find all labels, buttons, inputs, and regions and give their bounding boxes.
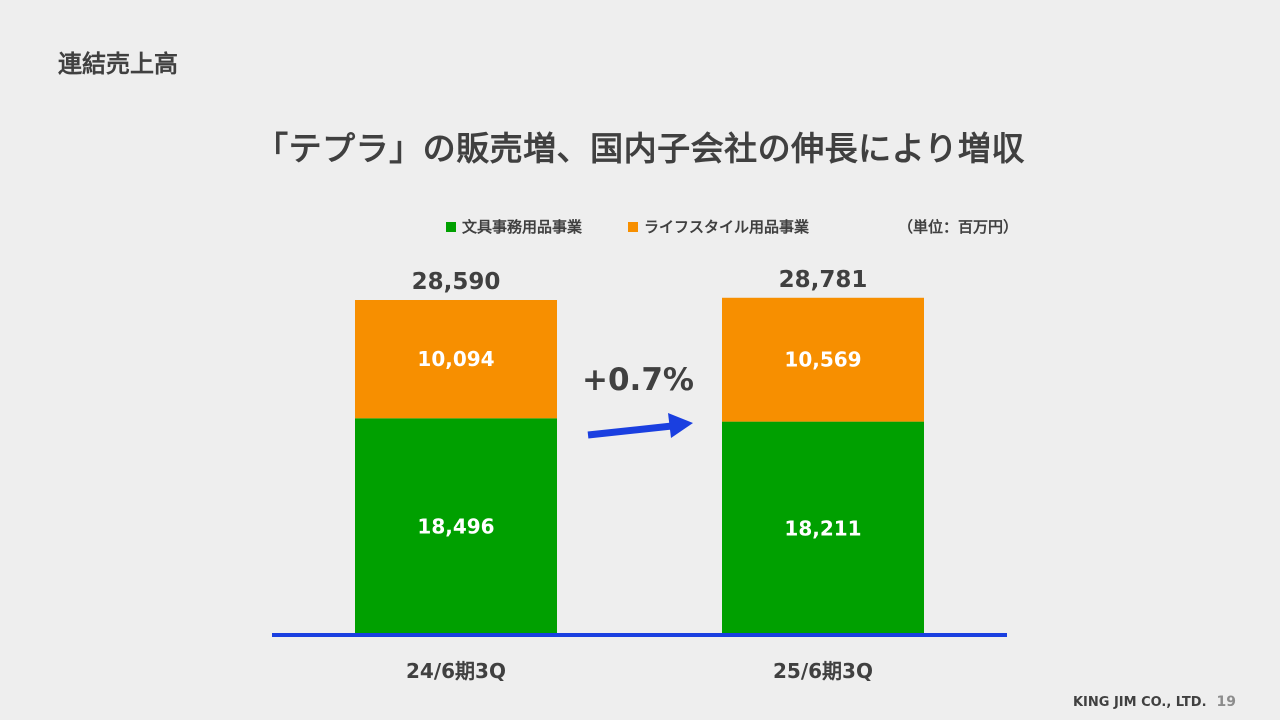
- legend-label-stationery: 文具事務用品事業: [462, 218, 583, 236]
- data-label-stationery-2: 18,211: [784, 516, 861, 540]
- data-label-lifestyle-2: 10,569: [784, 348, 861, 372]
- section-title: 連結売上高: [58, 50, 178, 78]
- total-label-1: 28,590: [412, 269, 501, 295]
- growth-annotation: +0.7%: [582, 362, 694, 398]
- footer: KING JIM CO., LTD. 19: [1073, 694, 1236, 710]
- slide-headline: 「テプラ」の販売増、国内子会社の伸長により増収: [255, 129, 1025, 168]
- category-label-1: 24/6期3Q: [406, 659, 506, 683]
- legend-item-lifestyle: ライフスタイル用品事業: [628, 216, 809, 237]
- data-label-lifestyle-1: 10,094: [417, 347, 494, 371]
- growth-arrow-head-icon: [668, 413, 693, 438]
- bar-segment-lifestyle-1: [355, 300, 557, 419]
- data-label-stationery-1: 18,496: [417, 515, 494, 539]
- total-label-2: 28,781: [779, 267, 868, 293]
- bar-segment-lifestyle-2: [722, 297, 924, 422]
- legend-swatch-stationery: [446, 221, 456, 232]
- legend-swatch-lifestyle: [628, 221, 639, 232]
- growth-arrow-shaft: [587, 422, 673, 439]
- legend-label-lifestyle: ライフスタイル用品事業: [644, 218, 810, 236]
- bar-segment-stationery-2: [722, 421, 924, 635]
- bar-segment-stationery-1: [355, 418, 557, 635]
- unit-note: （単位：百万円）: [898, 218, 1019, 236]
- company-name: KING JIM CO., LTD.: [1072, 695, 1207, 710]
- legend-item-stationery: 文具事務用品事業: [446, 216, 582, 237]
- chart-legend: 文具事務用品事業 ライフスタイル用品事業: [446, 216, 855, 237]
- page-number: 19: [1216, 694, 1236, 710]
- category-label-2: 25/6期3Q: [773, 659, 873, 683]
